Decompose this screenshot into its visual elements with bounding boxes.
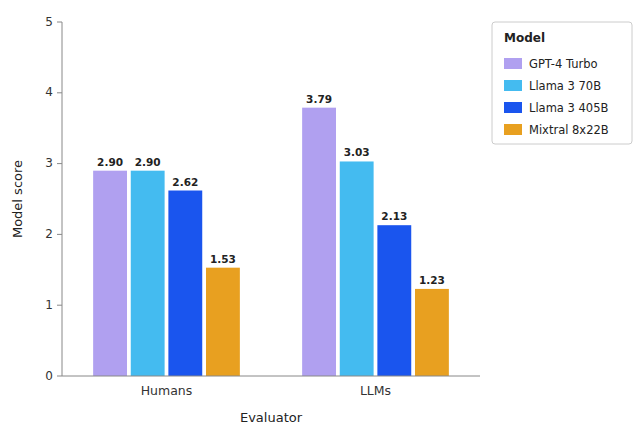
bar [302, 108, 336, 376]
legend-swatch [504, 80, 522, 91]
legend-swatch [504, 58, 522, 69]
legend-label: Llama 3 405B [529, 101, 608, 115]
data-label: 3.03 [344, 146, 370, 158]
bar [168, 191, 202, 376]
x-axis-label: Evaluator [240, 410, 303, 425]
data-label: 2.62 [172, 176, 198, 188]
bars [93, 108, 449, 376]
legend-label: Llama 3 70B [529, 79, 601, 93]
bar [93, 171, 127, 376]
legend-frame [492, 22, 632, 144]
bar [131, 171, 165, 376]
y-axis-line [62, 22, 63, 376]
x-tick-label: LLMs [360, 383, 391, 398]
y-tick [57, 92, 62, 93]
y-tick [57, 305, 62, 306]
chart-svg: 0 1 2 3 4 5 Model score 2.90 3.79 2.90 3.03 2.62 2.1… [0, 0, 640, 438]
legend-title: Model [504, 31, 545, 45]
y-tick [57, 234, 62, 235]
data-label: 1.23 [419, 274, 445, 286]
y-tick-label: 0 [45, 369, 53, 383]
y-axis: 0 1 2 3 4 5 [45, 15, 62, 383]
y-axis-label: Model score [10, 160, 25, 238]
bar [206, 268, 240, 376]
legend-label: Mixtral 8x22B [529, 123, 609, 137]
y-tick-label: 5 [45, 15, 53, 29]
y-tick-label: 2 [45, 227, 53, 241]
y-tick [57, 163, 62, 164]
page: {"chart_data": { "type": "bar", "xlabel"… [0, 0, 640, 438]
x-tick-label: Humans [141, 383, 193, 398]
x-axis-line [62, 376, 480, 377]
data-labels: 2.90 3.79 2.90 3.03 2.62 2.13 1.53 1.23 [97, 93, 445, 286]
y-tick-label: 4 [45, 85, 53, 99]
y-tick [57, 22, 62, 23]
x-axis: Humans LLMs [62, 376, 480, 398]
chart-container: 0 1 2 3 4 5 Model score 2.90 3.79 2.90 3.03 2.62 2.1… [0, 0, 640, 438]
legend-label: GPT-4 Turbo [529, 57, 598, 71]
y-tick [57, 376, 62, 377]
legend: Model GPT-4 Turbo Llama 3 70B Llama 3 405B M… [492, 22, 632, 144]
data-label: 1.53 [210, 253, 236, 265]
data-label: 3.79 [306, 93, 332, 105]
y-tick-label: 3 [45, 156, 53, 170]
data-label: 2.90 [135, 156, 161, 168]
legend-swatch [504, 124, 522, 135]
bar [377, 225, 411, 376]
y-tick-label: 1 [45, 298, 53, 312]
bar [340, 161, 374, 376]
legend-swatch [504, 102, 522, 113]
bar [415, 289, 449, 376]
data-label: 2.13 [381, 210, 407, 222]
data-label: 2.90 [97, 156, 123, 168]
